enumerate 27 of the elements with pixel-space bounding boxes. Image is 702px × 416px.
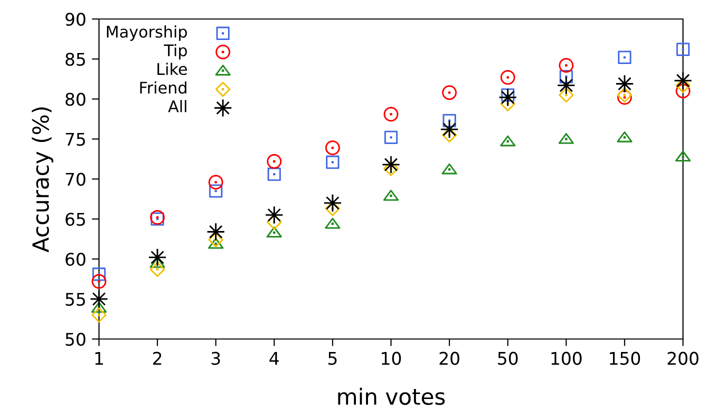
y-axis-title: Accuracy (%): [32, 107, 54, 252]
y-tick-label: 80: [66, 92, 86, 106]
x-tick-label: 10: [382, 352, 401, 365]
y-tick-label: 50: [66, 332, 86, 346]
y-tick-label: 65: [66, 212, 85, 226]
x-tick-label: 5: [328, 352, 337, 365]
legend-label: Mayorship: [106, 25, 187, 41]
legend-label: Friend: [140, 81, 186, 94]
y-tick-label: 70: [66, 172, 86, 186]
x-tick-label: 2: [153, 352, 162, 365]
legend-label: Tip: [164, 44, 187, 60]
x-tick-label: 4: [270, 352, 279, 365]
x-tick-label: 1: [95, 352, 103, 365]
y-tick-label: 55: [66, 292, 85, 306]
x-tick-label: 20: [440, 352, 460, 365]
y-tick-label: 85: [66, 52, 85, 66]
x-tick-label: 100: [552, 352, 582, 365]
legend-label: All: [168, 100, 186, 112]
legend-label: Like: [158, 62, 187, 76]
x-axis-title: min votes: [338, 388, 445, 405]
y-tick-label: 60: [66, 252, 86, 266]
x-tick-label: 150: [610, 352, 640, 365]
y-tick-label: 90: [66, 12, 86, 26]
x-tick-label: 50: [498, 352, 518, 365]
y-tick-label: 75: [66, 132, 85, 146]
x-tick-label: 200: [668, 352, 698, 365]
x-tick-label: 3: [212, 352, 220, 365]
